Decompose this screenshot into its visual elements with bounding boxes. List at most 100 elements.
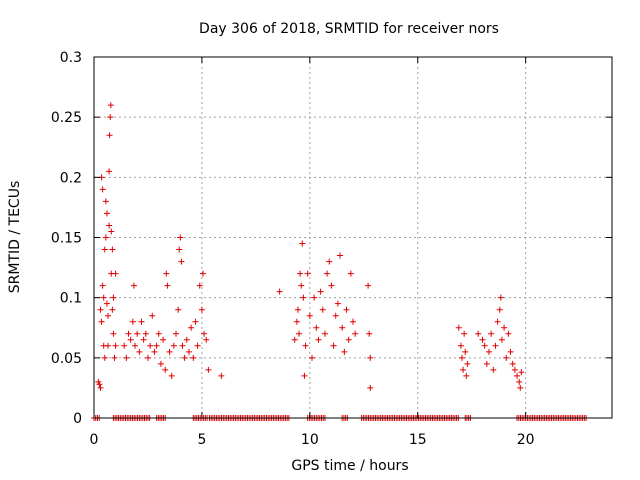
data-point bbox=[103, 210, 110, 217]
data-point bbox=[511, 366, 518, 373]
data-point bbox=[99, 282, 106, 289]
data-point bbox=[298, 282, 305, 289]
data-point bbox=[460, 366, 467, 373]
data-point bbox=[485, 348, 492, 355]
data-point bbox=[366, 330, 373, 337]
data-point bbox=[111, 354, 118, 361]
data-point bbox=[138, 318, 145, 325]
data-point bbox=[121, 342, 128, 349]
data-point bbox=[105, 312, 112, 319]
data-point bbox=[185, 348, 192, 355]
x-tick-label: 5 bbox=[197, 432, 206, 448]
data-point bbox=[306, 312, 313, 319]
chart-title: Day 306 of 2018, SRMTID for receiver nor… bbox=[199, 21, 499, 37]
data-point bbox=[516, 378, 523, 385]
data-point bbox=[155, 330, 162, 337]
data-point bbox=[188, 324, 195, 331]
data-point bbox=[130, 282, 137, 289]
data-point bbox=[127, 336, 134, 343]
data-point bbox=[461, 330, 468, 337]
data-point bbox=[343, 306, 350, 313]
data-point bbox=[101, 354, 108, 361]
data-point bbox=[147, 342, 154, 349]
data-point bbox=[313, 324, 320, 331]
data-point bbox=[315, 336, 322, 343]
x-tick-label: 10 bbox=[301, 432, 319, 448]
data-point bbox=[337, 252, 344, 259]
data-point bbox=[97, 306, 104, 313]
data-point bbox=[345, 336, 352, 343]
data-point bbox=[324, 270, 331, 277]
data-point bbox=[300, 294, 307, 301]
y-tick-label: 0.1 bbox=[60, 291, 82, 307]
data-point bbox=[179, 342, 186, 349]
data-point bbox=[142, 330, 149, 337]
data-point bbox=[110, 330, 117, 337]
data-point bbox=[304, 270, 311, 277]
data-point bbox=[110, 294, 117, 301]
data-point bbox=[365, 282, 372, 289]
data-point bbox=[160, 336, 167, 343]
data-point bbox=[517, 384, 524, 391]
data-point bbox=[163, 270, 170, 277]
data-point bbox=[100, 294, 107, 301]
data-point bbox=[507, 348, 514, 355]
data-point bbox=[194, 342, 201, 349]
x-tick-labels: 0 5 10 15 20 bbox=[90, 432, 535, 448]
x-tick-label: 0 bbox=[90, 432, 99, 448]
data-point bbox=[276, 288, 283, 295]
data-point bbox=[140, 336, 147, 343]
data-point bbox=[109, 246, 116, 253]
data-point bbox=[328, 282, 335, 289]
data-point bbox=[293, 318, 300, 325]
data-point bbox=[98, 318, 105, 325]
data-point bbox=[107, 102, 114, 109]
axis-ticks bbox=[93, 56, 612, 419]
data-point bbox=[205, 366, 212, 373]
x-tick-label: 15 bbox=[409, 432, 427, 448]
data-point bbox=[294, 306, 301, 313]
data-point bbox=[112, 270, 119, 277]
data-point bbox=[479, 336, 486, 343]
data-point bbox=[497, 294, 504, 301]
data-point bbox=[97, 384, 104, 391]
data-point bbox=[367, 384, 374, 391]
data-point bbox=[112, 342, 119, 349]
data-point bbox=[319, 306, 326, 313]
data-point bbox=[350, 318, 356, 325]
data-point bbox=[170, 342, 177, 349]
data-point bbox=[503, 354, 510, 361]
data-point bbox=[109, 306, 116, 313]
data-point bbox=[301, 372, 308, 379]
data-point bbox=[483, 360, 490, 367]
data-point bbox=[173, 330, 180, 337]
data-point bbox=[168, 372, 175, 379]
grid-lines bbox=[94, 57, 612, 418]
y-tick-label: 0 bbox=[73, 411, 82, 427]
data-point bbox=[352, 330, 359, 337]
data-point bbox=[151, 348, 158, 355]
data-point bbox=[106, 132, 113, 139]
data-point bbox=[299, 240, 306, 247]
data-point bbox=[136, 348, 143, 355]
data-point bbox=[166, 348, 173, 355]
data-point bbox=[201, 330, 208, 337]
data-point bbox=[475, 330, 482, 337]
data-point bbox=[501, 324, 508, 331]
data-point bbox=[178, 258, 185, 265]
data-point bbox=[514, 372, 521, 379]
data-point bbox=[496, 306, 503, 313]
data-point bbox=[153, 342, 160, 349]
x-tick-label: 20 bbox=[517, 432, 535, 448]
data-point bbox=[332, 312, 339, 319]
data-point bbox=[123, 354, 130, 361]
data-point bbox=[176, 246, 183, 253]
data-point bbox=[149, 312, 156, 319]
y-tick-label: 0.15 bbox=[51, 231, 82, 247]
data-point bbox=[102, 234, 109, 241]
data-point bbox=[144, 354, 151, 361]
data-point bbox=[106, 222, 113, 229]
data-point bbox=[490, 366, 497, 373]
y-tick-label: 0.3 bbox=[60, 50, 82, 66]
data-point bbox=[462, 348, 469, 355]
